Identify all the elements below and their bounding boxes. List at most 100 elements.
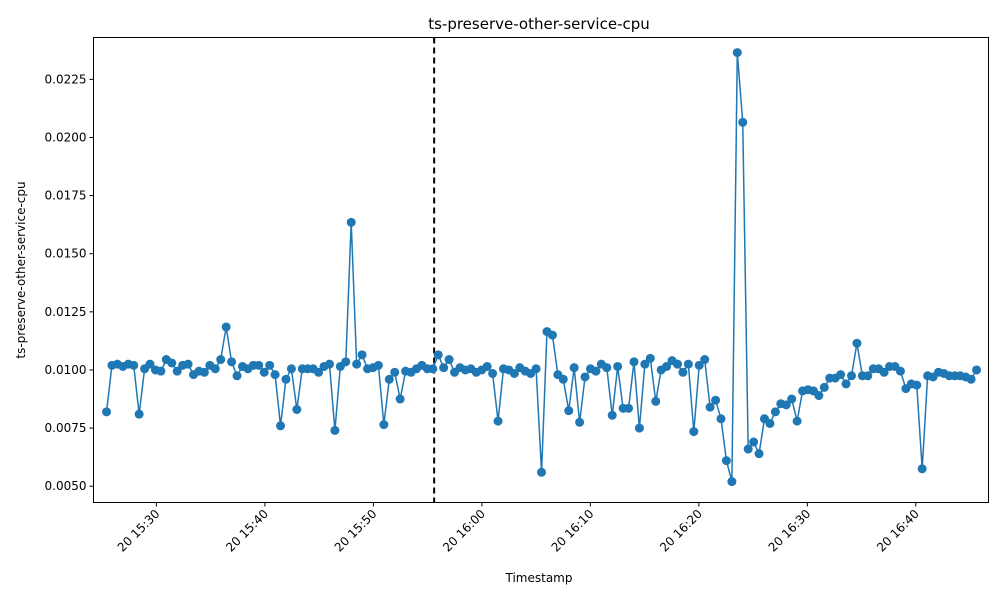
data-point: [384, 374, 394, 384]
data-point: [314, 367, 324, 377]
y-tick-label: 0.0200: [45, 130, 87, 144]
data-point: [672, 359, 682, 369]
data-point: [607, 410, 617, 420]
data-point: [254, 360, 264, 370]
data-point: [700, 355, 710, 365]
data-point: [912, 380, 922, 390]
data-point: [569, 363, 579, 373]
data-point: [732, 48, 742, 58]
data-point: [537, 467, 547, 477]
data-point: [847, 371, 856, 381]
chart-title: ts-preserve-other-service-cpu: [428, 15, 650, 33]
data-point: [433, 350, 443, 360]
plot-frame: [93, 37, 989, 503]
data-point: [852, 338, 862, 348]
x-tick-label: 20 15:50: [332, 507, 380, 555]
x-tick-label: 20 16:00: [440, 507, 488, 555]
data-point: [721, 456, 731, 466]
data-point: [651, 396, 661, 406]
data-point: [678, 367, 688, 377]
x-tick-label: 20 15:30: [115, 507, 163, 555]
data-point: [172, 366, 182, 376]
data-point: [199, 367, 209, 377]
data-point: [216, 355, 226, 365]
data-point: [156, 366, 166, 376]
data-point: [286, 364, 296, 374]
data-point: [689, 427, 699, 437]
data-point: [580, 372, 590, 382]
data-point: [819, 382, 829, 392]
data-point: [129, 360, 139, 370]
data-point: [167, 358, 177, 368]
data-point: [183, 359, 193, 369]
data-point: [765, 418, 775, 428]
data-point: [613, 361, 623, 371]
data-point: [265, 360, 275, 370]
data-point: [863, 371, 873, 381]
data-point: [558, 374, 568, 384]
x-axis-label: Timestamp: [505, 571, 573, 585]
data-point: [629, 357, 639, 367]
data-point: [390, 367, 400, 377]
data-point: [134, 409, 144, 419]
plot-marks: [102, 37, 982, 503]
data-point: [324, 359, 334, 369]
data-point: [145, 359, 155, 369]
data-point: [482, 361, 492, 371]
data-point: [836, 370, 846, 380]
data-point: [749, 437, 759, 447]
data-point: [781, 400, 791, 410]
data-point: [634, 423, 644, 433]
data-point: [346, 217, 356, 227]
data-point: [259, 367, 269, 377]
x-tick-label: 20 16:20: [657, 507, 705, 555]
data-point: [743, 444, 753, 454]
data-point: [270, 370, 280, 380]
data-point: [210, 364, 220, 374]
data-point: [531, 364, 541, 374]
data-point: [493, 416, 503, 426]
data-point: [624, 403, 634, 413]
data-point: [221, 322, 231, 332]
data-point: [379, 420, 389, 430]
data-point: [227, 357, 237, 367]
y-tick-label: 0.0150: [45, 247, 87, 261]
data-point: [102, 407, 112, 417]
data-point: [292, 405, 302, 414]
data-point: [547, 330, 557, 340]
data-point: [602, 363, 612, 373]
data-point: [727, 477, 737, 487]
data-point: [972, 365, 982, 375]
data-point: [754, 449, 764, 459]
data-point: [738, 117, 748, 127]
data-point: [575, 417, 585, 427]
data-point: [357, 350, 367, 360]
data-point: [395, 394, 405, 404]
data-point: [281, 374, 291, 384]
data-point: [683, 359, 693, 369]
data-point: [591, 366, 601, 376]
y-tick-label: 0.0050: [45, 479, 87, 493]
data-point: [792, 416, 802, 426]
data-point: [640, 359, 650, 369]
data-point: [428, 364, 438, 374]
data-point: [787, 394, 797, 404]
y-tick-label: 0.0125: [45, 305, 87, 319]
series-line: [105, 52, 978, 482]
data-point: [662, 361, 672, 371]
data-point: [444, 355, 454, 365]
data-point: [716, 414, 726, 424]
y-tick-label: 0.0225: [45, 72, 87, 86]
data-point: [232, 371, 242, 381]
data-point: [439, 363, 449, 373]
x-tick-label: 20 16:30: [766, 507, 814, 555]
y-tick-label: 0.0175: [45, 189, 87, 203]
data-point: [841, 379, 851, 389]
y-tick-label: 0.0075: [45, 421, 87, 435]
data-point: [341, 357, 351, 367]
data-point: [917, 464, 927, 474]
data-point: [564, 406, 574, 416]
x-tick-label: 20 16:10: [549, 507, 597, 555]
y-tick-label: 0.0100: [45, 363, 87, 377]
